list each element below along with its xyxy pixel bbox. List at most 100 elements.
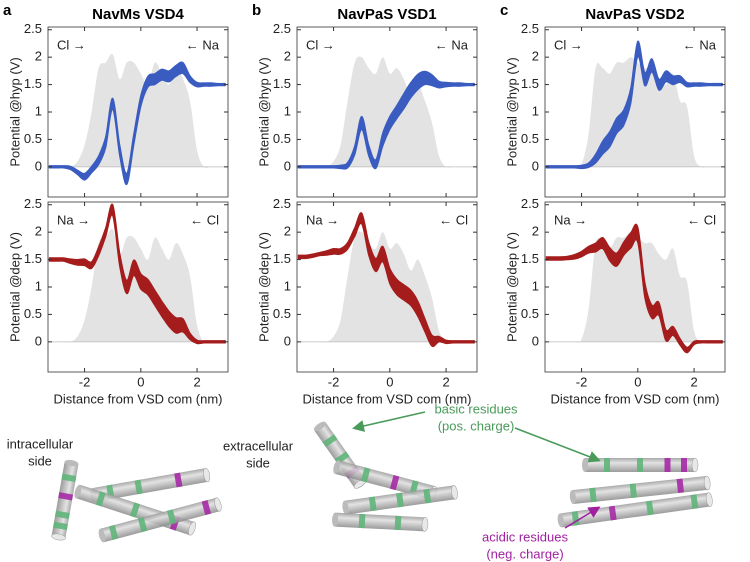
chart-panel: 0 0.5 1 1.5 2 2.5 -2 0 2 Distance from VSD com (n… <box>7 196 229 406</box>
potential-band <box>545 223 723 354</box>
density-area <box>298 56 475 168</box>
helix-body <box>559 492 711 528</box>
residue <box>58 492 74 501</box>
helix-body <box>334 460 436 500</box>
residue <box>629 483 638 498</box>
x-axis-label: Distance from VSD com (nm) <box>550 391 719 406</box>
helix-end <box>74 484 82 499</box>
y-tick-label: 0 <box>532 333 539 348</box>
chart-panel: 0 0.5 1 1.5 2 2.5 Potential @hyp (V) NavMs VSD4… <box>3 2 229 198</box>
residue <box>129 502 141 518</box>
residue <box>137 517 148 533</box>
panel-letter: b <box>252 2 261 19</box>
y-tick-label: 2 <box>35 224 42 239</box>
residue <box>423 488 432 504</box>
annotation: Cl → <box>554 37 583 52</box>
annotation: Na → <box>57 212 90 227</box>
y-tick-label: 1.5 <box>521 251 539 266</box>
y-axis-label: Potential @dep (V) <box>504 232 519 342</box>
potential-band <box>297 212 475 348</box>
helix <box>332 512 429 532</box>
x-tick-label: 0 <box>386 374 393 389</box>
y-tick-label: 1 <box>532 278 539 293</box>
y-tick-label: 2.5 <box>521 196 539 211</box>
helix <box>98 497 222 543</box>
chart-title: NavPaS VSD1 <box>337 6 436 23</box>
label: side <box>28 453 52 468</box>
y-tick-label: 2.5 <box>273 21 291 36</box>
panel-letter: c <box>500 2 508 19</box>
y-tick-label: 0.5 <box>521 306 539 321</box>
y-tick-label: 1.5 <box>273 76 291 91</box>
y-tick-label: 0 <box>532 158 539 173</box>
helix-end <box>214 497 222 512</box>
y-tick-label: 0.5 <box>24 306 42 321</box>
annotation: Cl → <box>57 37 86 52</box>
helix <box>51 459 79 541</box>
residue <box>389 475 400 491</box>
label: intracellular <box>7 436 74 451</box>
residue <box>61 473 77 483</box>
arrow <box>564 506 601 529</box>
x-tick-label: 2 <box>690 374 697 389</box>
annotation: ← Na <box>683 37 717 52</box>
y-tick-label: 0 <box>284 333 291 348</box>
label: (neg. charge) <box>486 546 563 561</box>
residue <box>676 478 684 494</box>
helix-end <box>582 458 588 472</box>
helix-end <box>691 457 699 473</box>
potential-band <box>48 203 226 345</box>
helix-end <box>333 460 341 474</box>
x-tick-label: 0 <box>634 374 641 389</box>
annotation: Na → <box>306 212 339 227</box>
helix-end <box>421 517 429 532</box>
y-tick-label: 0.5 <box>24 131 42 146</box>
helix-end <box>342 500 349 515</box>
residue <box>368 496 377 512</box>
plot-area <box>48 203 228 345</box>
x-tick-label: -2 <box>576 374 588 389</box>
residue <box>394 515 402 531</box>
residue <box>322 434 338 448</box>
y-tick-label: 1.5 <box>24 251 42 266</box>
y-tick-label: 2.5 <box>24 196 42 211</box>
annotation: ← Na <box>435 37 469 52</box>
residue <box>174 472 183 488</box>
helix-body <box>100 497 220 543</box>
helix-body <box>572 475 708 505</box>
x-tick-label: 2 <box>193 374 200 389</box>
panel-letter: a <box>3 2 12 19</box>
label: extracellular <box>223 438 294 453</box>
y-tick-label: 2 <box>284 224 291 239</box>
helix <box>582 457 699 473</box>
y-tick-label: 0 <box>35 158 42 173</box>
density-area <box>49 228 226 344</box>
chart-panel: 0 0.5 1 1.5 2 2.5 Potential @hyp (V) NavPaS VSD… <box>252 2 478 198</box>
potential-band <box>297 70 475 170</box>
x-axis-label: Distance from VSD com (nm) <box>53 391 222 406</box>
plot-area <box>297 212 477 348</box>
helix <box>342 485 458 515</box>
density-area <box>546 57 723 168</box>
residue <box>54 510 70 519</box>
y-tick-label: 0 <box>35 333 42 348</box>
y-tick-label: 2 <box>284 49 291 64</box>
label: (pos. charge) <box>438 418 515 433</box>
y-tick-label: 1 <box>35 103 42 118</box>
y-tick-label: 2 <box>532 49 539 64</box>
x-tick-label: -2 <box>328 374 340 389</box>
plot-area <box>48 53 228 186</box>
residue <box>604 458 610 472</box>
x-axis-label: Distance from VSD com (nm) <box>302 391 471 406</box>
annotation: ← Cl <box>439 212 468 227</box>
residue <box>645 500 654 516</box>
y-tick-label: 2.5 <box>273 196 291 211</box>
protein-cartoons <box>51 421 713 543</box>
annotation: Na → <box>554 212 587 227</box>
annotation: ← Na <box>186 37 220 52</box>
helix-end <box>451 485 458 500</box>
y-tick-label: 0.5 <box>273 131 291 146</box>
residue <box>589 487 597 503</box>
y-tick-label: 1 <box>284 103 291 118</box>
